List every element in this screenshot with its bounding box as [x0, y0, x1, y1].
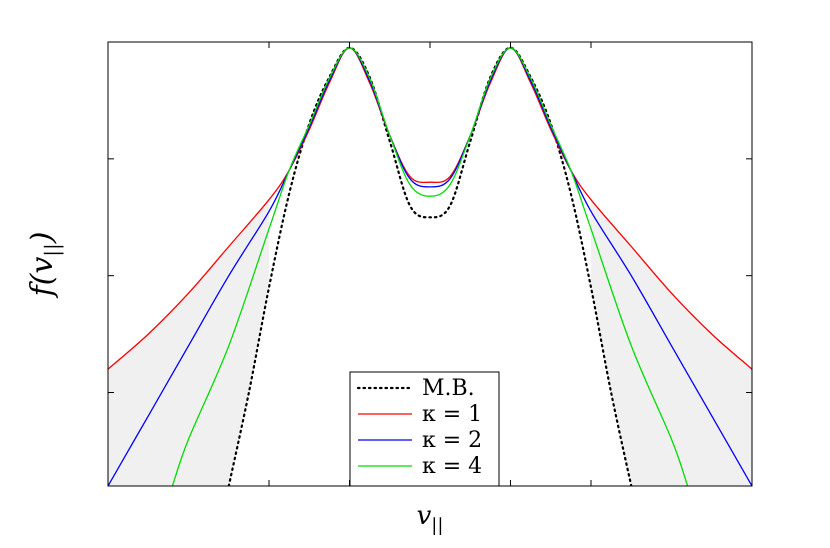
series-line-2: [108, 47, 752, 486]
series-line-m-b: [227, 46, 633, 486]
shade-right: [591, 199, 752, 486]
y-axis-label-part-2: ||: [40, 243, 65, 256]
x-axis-label-main: v: [417, 501, 432, 531]
series-line-4: [171, 47, 689, 486]
legend-entries: M.B.κ = 1κ = 2κ = 4: [356, 376, 482, 479]
series-lines: [108, 46, 752, 486]
legend: M.B.κ = 1κ = 2κ = 4: [349, 371, 500, 487]
legend-label-0: M.B.: [422, 376, 475, 401]
x-axis-label-sub: ||: [431, 515, 443, 536]
shaded-tail-regions: [108, 199, 752, 486]
shade-left: [108, 199, 269, 486]
x-axis-label: v||: [417, 501, 444, 536]
y-axis-label-part-1: v: [25, 257, 60, 274]
series-line-1: [108, 47, 752, 370]
legend-label-1: κ = 1: [422, 402, 482, 427]
legend-label-3: κ = 4: [422, 454, 482, 479]
legend-label-2: κ = 2: [422, 428, 482, 453]
y-axis-label-part-3: ): [25, 232, 60, 245]
y-axis-label: f(v||): [25, 232, 65, 299]
y-axis-label-part-0: f(: [25, 272, 60, 298]
legend-box: [349, 371, 500, 487]
